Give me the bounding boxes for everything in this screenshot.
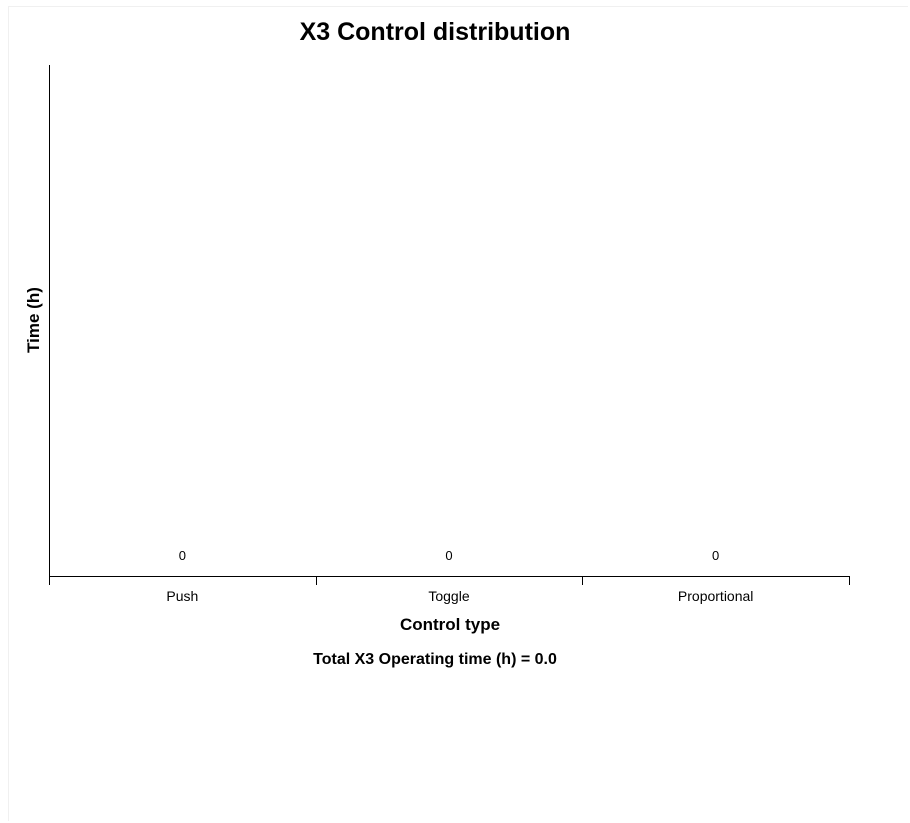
x-tick-label-proportional: Proportional bbox=[678, 588, 754, 604]
chart-title: X3 Control distribution bbox=[300, 18, 571, 46]
page-frame bbox=[8, 6, 908, 821]
data-label-push: 0 bbox=[179, 548, 186, 563]
x-tick-label-push: Push bbox=[166, 588, 198, 604]
x-tick-label-toggle: Toggle bbox=[428, 588, 469, 604]
chart-marks: 0 Push 0 Toggle 0 Proportional bbox=[49, 548, 850, 604]
data-label-proportional: 0 bbox=[712, 548, 719, 563]
x-axis-title: Control type bbox=[400, 615, 500, 634]
y-axis-title: Time (h) bbox=[24, 287, 43, 353]
total-operating-time: Total X3 Operating time (h) = 0.0 bbox=[313, 651, 557, 668]
data-label-toggle: 0 bbox=[445, 548, 452, 563]
